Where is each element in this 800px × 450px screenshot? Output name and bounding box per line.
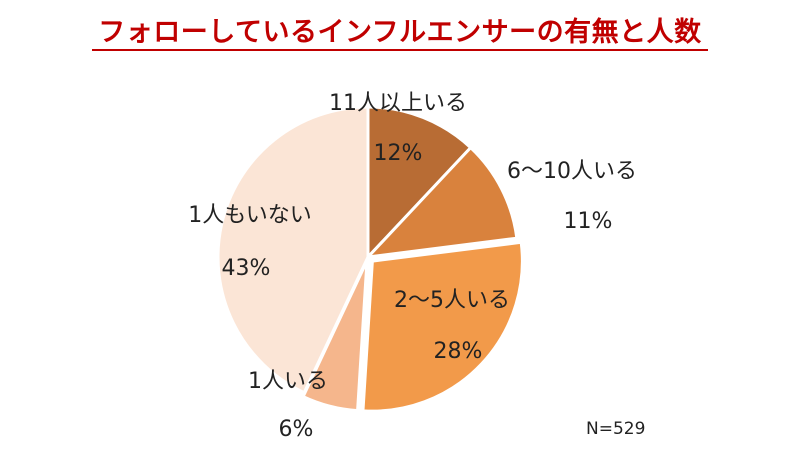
slice-value-label-3: 28%: [434, 339, 483, 364]
pie-slice-1: [366, 105, 473, 261]
slice-label-4: 1人いる: [248, 369, 328, 394]
pie-slice-2: [364, 145, 519, 260]
slice-label-5: 1人もいない: [188, 203, 312, 228]
slice-value-label-4: 6%: [279, 417, 314, 442]
slice-value-label-1: 12%: [374, 141, 423, 166]
chart-title: フォローしているインフルエンサーの有無と人数: [98, 17, 702, 48]
title-underline: [92, 49, 708, 51]
slice-label-2: 6～10人いる: [507, 159, 637, 184]
pie-slice-5: [216, 105, 370, 395]
slice-value-label-5: 43%: [222, 256, 271, 281]
sample-size-note: N=529: [586, 419, 646, 439]
slice-value-label-2: 11%: [564, 209, 613, 234]
pie-slice-3: [361, 240, 524, 413]
pie-slice-4: [301, 260, 369, 413]
slice-label-1: 11人以上いる: [329, 91, 467, 116]
slice-label-3: 2～5人いる: [394, 288, 510, 313]
